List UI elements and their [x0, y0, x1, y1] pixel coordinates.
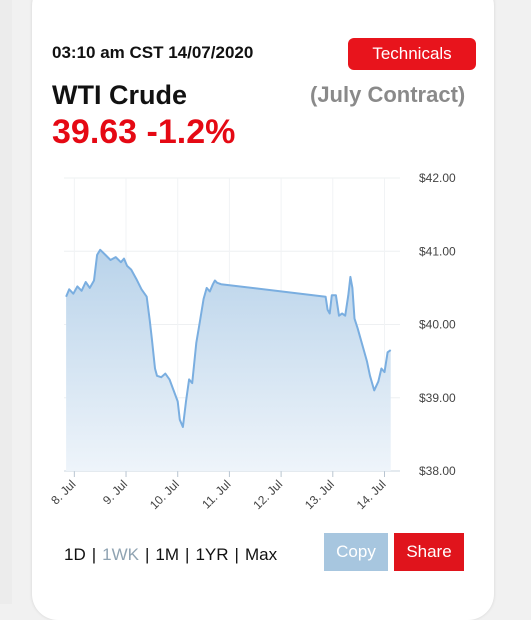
range-max[interactable]: Max — [244, 545, 278, 564]
range-selector: 1D | 1WK | 1M | 1YR | Max — [64, 545, 277, 565]
price-chart: $42.00 $41.00 $40.00 $39.00 $38.00 8. Jul 9. … — [48, 171, 456, 512]
x-tick-label: 14. Jul — [354, 477, 389, 512]
range-1yr[interactable]: 1YR — [195, 545, 229, 564]
separator: | — [91, 545, 97, 564]
separator: | — [185, 545, 190, 564]
range-1d[interactable]: 1D — [64, 545, 86, 564]
separator: | — [234, 545, 239, 564]
share-button[interactable]: Share — [394, 533, 464, 571]
x-tick-label: 10. Jul — [147, 477, 182, 512]
range-1wk[interactable]: 1WK — [102, 545, 139, 564]
technicals-button[interactable]: Technicals — [348, 38, 476, 70]
price-change: 39.63 -1.2% — [52, 113, 236, 151]
chart-area-layer — [65, 248, 392, 471]
x-tick-label: 9. Jul — [100, 477, 130, 507]
timestamp: 03:10 am CST 14/07/2020 — [52, 43, 254, 62]
contract-label: (July Contract) — [310, 82, 466, 107]
x-tick-label: 13. Jul — [302, 477, 337, 512]
range-1m[interactable]: 1M — [155, 545, 180, 564]
y-tick-label: $41.00 — [419, 244, 456, 258]
x-tick-label: 12. Jul — [250, 477, 285, 512]
copy-button[interactable]: Copy — [324, 533, 388, 571]
separator: | — [145, 545, 150, 564]
x-tick-label: 11. Jul — [199, 477, 233, 511]
y-tick-label: $40.00 — [419, 318, 456, 332]
y-tick-label: $38.00 — [419, 464, 456, 478]
x-tick-label: 8. Jul — [48, 477, 78, 507]
y-tick-label: $39.00 — [419, 391, 456, 405]
y-tick-label: $42.00 — [419, 171, 456, 185]
background-strip — [0, 0, 12, 604]
series-area — [66, 249, 391, 471]
x-axis: 8. Jul 9. Jul 10. Jul 11. Jul 12. Jul 13. Jul… — [48, 477, 388, 512]
y-axis: $42.00 $41.00 $40.00 $39.00 $38.00 — [419, 171, 456, 478]
series-line — [65, 248, 392, 428]
symbol-name: WTI Crude — [52, 80, 187, 110]
